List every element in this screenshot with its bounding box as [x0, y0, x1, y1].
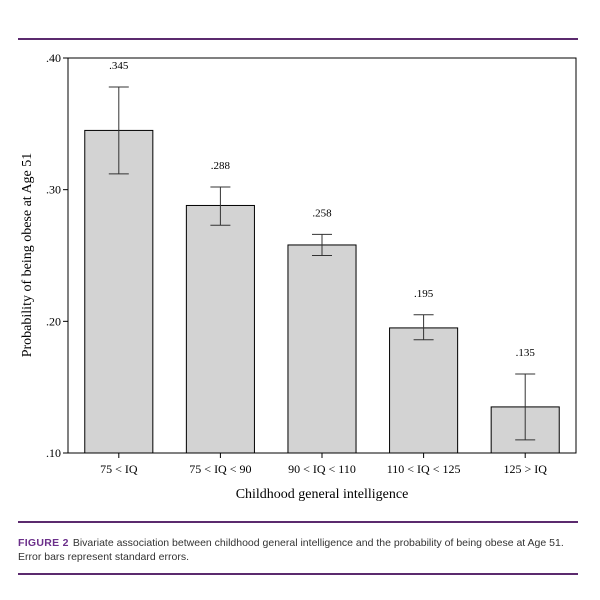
data-label: .288: [211, 160, 231, 172]
y-axis-label: Probability of being obese at Age 51: [20, 153, 35, 358]
bottom-divider: [18, 573, 578, 575]
y-tick-label: .20: [46, 314, 61, 328]
y-tick-label: .30: [46, 183, 61, 197]
bar: [84, 129, 154, 454]
bars-group: .345 .288 .258 .195 .135: [84, 60, 560, 454]
x-axis-label: Childhood general intelligence: [236, 487, 409, 502]
y-tick-label: .10: [46, 446, 61, 460]
x-axis: 75 < IQ 75 < IQ < 90 90 < IQ < 110 110 < IQ…: [100, 453, 547, 476]
y-tick-label: .40: [46, 51, 61, 65]
x-tick-label: 90 < IQ < 110: [288, 462, 356, 476]
x-tick-label: 110 < IQ < 125: [387, 462, 461, 476]
data-label: .345: [109, 60, 129, 72]
bar: [185, 204, 255, 454]
top-divider: [18, 38, 578, 40]
x-tick-label: 125 > IQ: [503, 462, 547, 476]
caption-text: Bivariate association between childhood …: [18, 537, 564, 563]
data-label: .135: [516, 347, 536, 359]
data-label: .258: [312, 207, 332, 219]
bar-chart: .345 .288 .258 .195 .135 .10 .20 .30 .40 75 < I…: [20, 51, 577, 502]
figure-label: FIGURE 2: [18, 537, 69, 549]
data-label: .195: [414, 288, 434, 300]
figure-caption: FIGURE 2 Bivariate association between ch…: [18, 536, 578, 564]
bar: [389, 327, 459, 454]
bar: [287, 244, 357, 454]
y-axis: .10 .20 .30 .40: [46, 51, 68, 460]
caption-top-divider: [18, 521, 578, 523]
x-tick-label: 75 < IQ: [100, 462, 138, 476]
x-tick-label: 75 < IQ < 90: [189, 462, 251, 476]
